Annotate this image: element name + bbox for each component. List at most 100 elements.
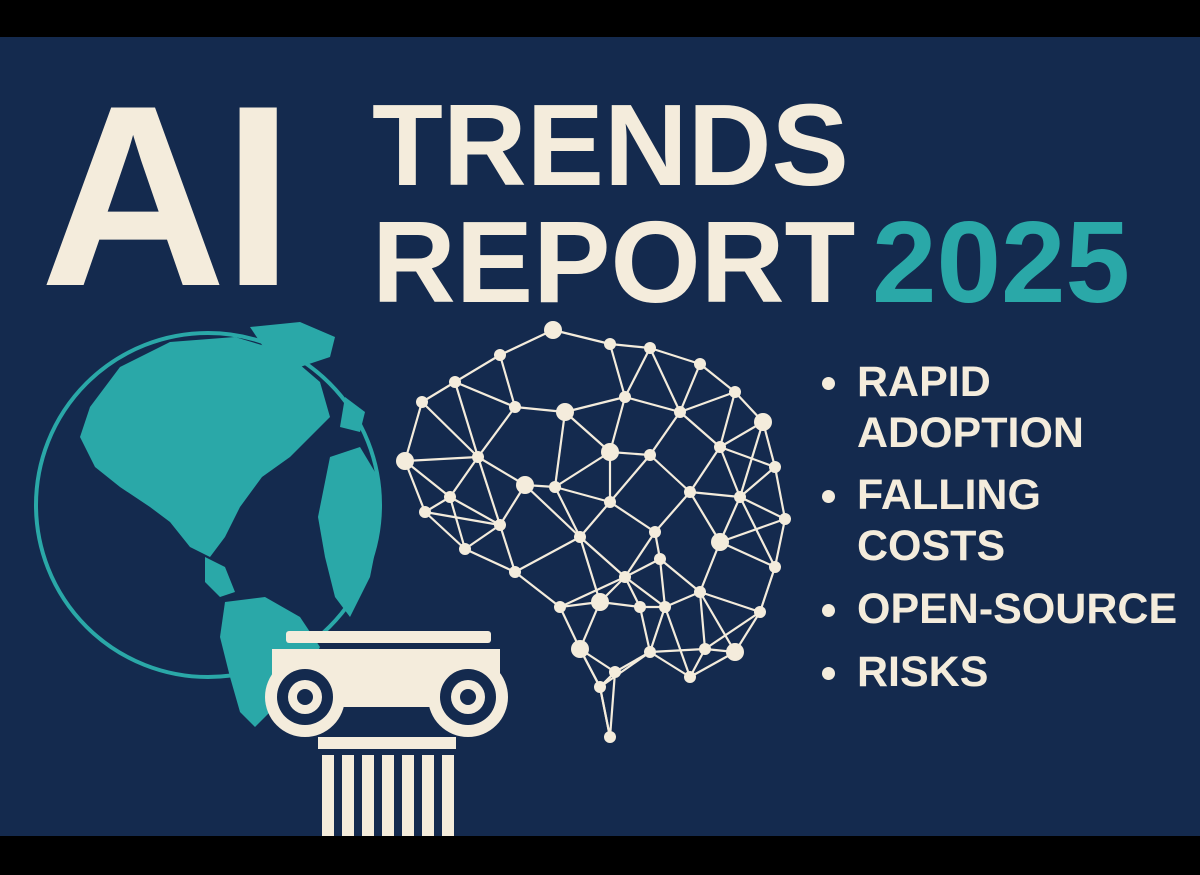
network-edge: [499, 329, 554, 356]
network-edge: [659, 558, 701, 593]
network-edge: [773, 518, 787, 568]
network-edge: [564, 395, 626, 414]
network-edge: [454, 380, 516, 409]
network-edge: [689, 446, 721, 493]
network-node: [699, 643, 711, 655]
network-node: [472, 451, 484, 463]
network-node: [684, 671, 696, 683]
network-edge: [739, 466, 776, 498]
network-edge: [559, 576, 626, 608]
network-edge: [477, 406, 516, 458]
bullet-dot: [822, 490, 835, 504]
network-edge: [498, 354, 517, 408]
network-edge: [552, 328, 611, 346]
network-node: [754, 413, 772, 431]
network-edge: [739, 496, 776, 568]
network-edge: [664, 590, 701, 609]
network-edge: [454, 354, 501, 383]
network-node: [494, 349, 506, 361]
network-edge: [421, 381, 456, 403]
network-edge: [649, 411, 681, 456]
network-node: [609, 666, 621, 678]
bullet-item-open-source: OPEN-SOURCE: [822, 584, 1192, 635]
network-edge: [578, 536, 602, 603]
network-edge: [663, 606, 692, 678]
network-edge: [654, 491, 691, 533]
network-node: [644, 449, 656, 461]
letterbox-bottom: [0, 836, 1200, 875]
network-node: [396, 452, 414, 470]
network-node: [594, 681, 606, 693]
network-edge: [608, 343, 627, 398]
network-node: [769, 561, 781, 573]
network-node: [726, 643, 744, 661]
network-node: [449, 376, 461, 388]
network-node: [516, 476, 534, 494]
network-edge: [719, 540, 776, 569]
bullet-item-rapid-adoption: RAPID ADOPTION: [822, 357, 1192, 458]
network-node: [659, 601, 671, 613]
bullet-text: OPEN-SOURCE: [857, 584, 1178, 633]
network-edge: [449, 496, 501, 526]
network-node: [494, 519, 506, 531]
network-node: [644, 342, 656, 354]
network-edge: [649, 346, 701, 366]
network-node: [549, 481, 561, 493]
network-edge: [464, 524, 501, 550]
title-ai: AI: [40, 51, 294, 340]
network-node: [634, 601, 646, 613]
network-node: [694, 358, 706, 370]
network-edge: [658, 558, 667, 608]
network-edge: [608, 671, 617, 738]
network-edge: [739, 496, 786, 520]
network-edge: [404, 460, 451, 498]
network-edge: [718, 391, 737, 448]
network-edge: [698, 591, 707, 650]
network-node: [619, 571, 631, 583]
bullet-text: RAPID ADOPTION: [857, 358, 1084, 457]
network-node: [754, 606, 766, 618]
network-edge: [678, 363, 702, 413]
network-node: [571, 640, 589, 658]
poster: AI TRENDS REPORT 2025 RAPID ADOPTION FAL…: [0, 37, 1200, 836]
network-edge: [679, 390, 736, 414]
bullet-dot: [822, 666, 835, 680]
network-node: [601, 443, 619, 461]
network-edge: [649, 647, 706, 654]
network-edge: [449, 456, 479, 498]
network-node: [419, 506, 431, 518]
network-edge: [689, 491, 721, 543]
network-node: [674, 406, 686, 418]
network-node: [654, 553, 666, 565]
network-edge: [579, 536, 626, 578]
network-edge: [699, 590, 761, 614]
network-node: [779, 513, 791, 525]
network-edge: [448, 496, 467, 550]
network-node: [604, 496, 616, 508]
brain-network-icon: [396, 321, 791, 743]
network-edge: [498, 524, 517, 573]
network-node: [554, 601, 566, 613]
network-node: [714, 441, 726, 453]
title-report: REPORT: [372, 197, 856, 327]
bullet-list: RAPID ADOPTION FALLING COSTS OPEN-SOURCE…: [822, 357, 1192, 709]
network-edge: [679, 411, 721, 448]
bullet-dot: [822, 603, 835, 617]
network-edge: [719, 517, 786, 544]
network-node: [734, 491, 746, 503]
network-edge: [598, 686, 612, 738]
bullet-item-risks: RISKS: [822, 647, 1192, 698]
bullet-item-falling-costs: FALLING COSTS: [822, 470, 1192, 571]
network-edge: [599, 651, 651, 688]
network-node: [649, 526, 661, 538]
network-edge: [553, 411, 567, 488]
column-icon: [265, 631, 508, 836]
network-edge: [609, 454, 651, 503]
network-edge: [718, 446, 742, 498]
network-edge: [554, 486, 581, 538]
network-edge: [624, 347, 651, 398]
network-edge: [624, 558, 661, 578]
network-edge: [424, 510, 501, 527]
network-node: [444, 491, 456, 503]
network-edge: [424, 511, 466, 550]
